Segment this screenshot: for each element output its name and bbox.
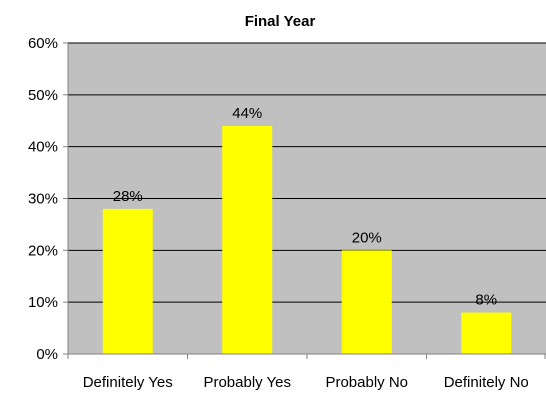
x-tick-label: Probably Yes <box>203 374 291 391</box>
x-tick-label: Definitely No <box>444 374 529 391</box>
data-label: 28% <box>113 188 143 205</box>
x-tick-label: Definitely Yes <box>83 374 173 391</box>
data-label: 20% <box>352 229 382 246</box>
y-tick-label: 10% <box>28 294 58 311</box>
y-tick-label: 40% <box>28 139 58 156</box>
chart-title: Final Year <box>245 13 316 30</box>
bar <box>341 250 392 354</box>
y-tick-label: 0% <box>36 346 58 363</box>
bar <box>102 208 153 354</box>
y-tick-label: 60% <box>28 35 58 52</box>
x-tick-label: Probably No <box>325 374 408 391</box>
data-label: 8% <box>475 292 497 309</box>
data-label: 44% <box>232 105 262 122</box>
y-tick-label: 50% <box>28 87 58 104</box>
y-tick-label: 20% <box>28 242 58 259</box>
y-tick-label: 30% <box>28 191 58 208</box>
bar <box>461 312 512 354</box>
bar <box>222 125 273 354</box>
